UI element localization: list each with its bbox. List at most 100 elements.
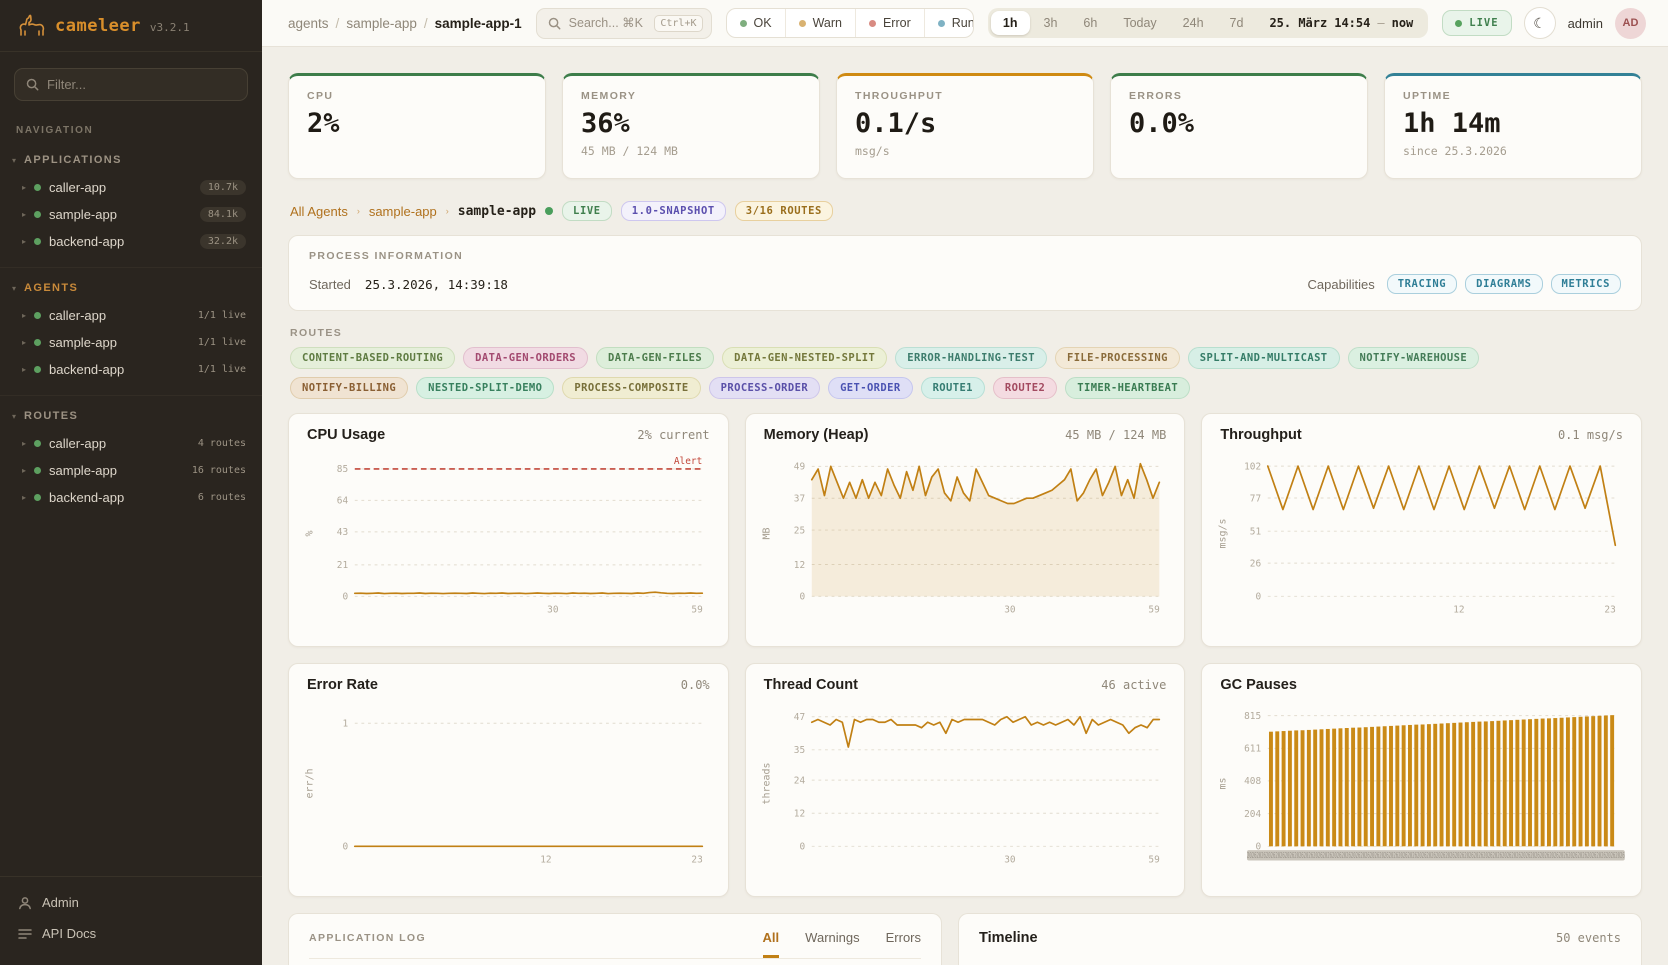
time-range-1h[interactable]: 1h [990, 11, 1030, 35]
svg-text:204: 204 [1244, 809, 1261, 820]
route-chip-process-order[interactable]: PROCESS-ORDER [708, 377, 821, 399]
route-chip-notify-warehouse[interactable]: NOTIFY-WAREHOUSE [1347, 347, 1480, 369]
sidebar-item-badge: 4 routes [197, 438, 246, 449]
chart-card-throughput: Throughput 0.1 msg/s msg/s 0 26 51 77 102 12 23 [1201, 413, 1642, 647]
breadcrumb-agents[interactable]: agents [288, 15, 329, 31]
capabilities-label: Capabilities [1307, 276, 1375, 292]
sidebar-section-header-routes[interactable]: ▾ ROUTES [0, 406, 262, 430]
y-axis-label: MB [760, 449, 774, 617]
agent-crumb-link[interactable]: All Agents [290, 203, 348, 219]
route-chip-data-gen-nested-split[interactable]: DATA-GEN-NESTED-SPLIT [722, 347, 888, 369]
chevron-right-icon: ▸ [22, 210, 27, 219]
svg-text:77: 77 [1250, 493, 1261, 504]
y-axis-label: threads [760, 699, 774, 867]
log-tab-all[interactable]: All [762, 930, 780, 958]
y-axis-label-text: err/h [304, 767, 316, 799]
chevron-right-icon: ▸ [22, 466, 27, 475]
capability-chips: TRACING DIAGRAMS METRICS [1386, 274, 1621, 294]
metric-card-throughput: THROUGHPUT 0.1/s msg/s [836, 73, 1094, 179]
sidebar-section-header-agents[interactable]: ▾ AGENTS [0, 278, 262, 302]
sidebar-section-header-applications[interactable]: ▾ APPLICATIONS [0, 150, 262, 174]
route-chip-get-order[interactable]: GET-ORDER [828, 377, 913, 399]
metric-label: THROUGHPUT [855, 90, 944, 102]
live-badge[interactable]: LIVE [1442, 10, 1512, 36]
sidebar-filter [14, 68, 248, 101]
y-axis-label-text: msg/s [1217, 517, 1229, 549]
y-axis-label-text: threads [761, 761, 773, 805]
route-chip-nested-split-demo[interactable]: NESTED-SPLIT-DEMO [416, 377, 555, 399]
route-chip-content-based-routing[interactable]: CONTENT-BASED-ROUTING [290, 347, 456, 369]
route-chip-split-and-multicast[interactable]: SPLIT-AND-MULTICAST [1187, 347, 1340, 369]
chart-plot: 0 12 24 35 47 30 59 [793, 712, 1160, 865]
route-chip-data-gen-files[interactable]: DATA-GEN-FILES [595, 347, 715, 369]
route-chip-error-handling-test[interactable]: ERROR-HANDLING-TEST [895, 347, 1047, 369]
sidebar-footer-admin[interactable]: Admin [16, 887, 246, 918]
route-chip-route1[interactable]: ROUTE1 [920, 377, 985, 399]
sidebar-item-caller-app[interactable]: ▸ caller-app 4 routes [0, 430, 262, 457]
sidebar-footer-api-docs[interactable]: API Docs [16, 918, 246, 949]
sidebar-item-sample-app[interactable]: ▸ sample-app 84.1k [0, 201, 262, 228]
sidebar-item-sample-app[interactable]: ▸ sample-app 1/1 live [0, 329, 262, 356]
time-range-3h[interactable]: 3h [1043, 16, 1058, 30]
time-range-today[interactable]: Today [1123, 16, 1157, 30]
dark-mode-toggle[interactable]: ☾ [1523, 7, 1556, 39]
svg-text:30: 30 [1004, 604, 1016, 615]
log-tab-errors[interactable]: Errors [885, 930, 921, 945]
sidebar-section-agents: ▾ AGENTS ▸ caller-app 1/1 live ▸ sample-app 1/1… [0, 268, 262, 396]
chevron-right-icon: ▸ [22, 183, 27, 192]
timeline-panel: Timeline 50 events [958, 913, 1642, 965]
route-chip-file-processing[interactable]: FILE-PROCESSING [1054, 347, 1180, 369]
time-range-24h[interactable]: 24h [1182, 16, 1204, 30]
svg-text:102: 102 [1244, 461, 1261, 472]
y-axis-label: % [303, 449, 317, 617]
svg-text:12: 12 [540, 854, 551, 865]
chevron-right-icon: ▸ [22, 237, 27, 246]
sidebar-item-backend-app[interactable]: ▸ backend-app 6 routes [0, 484, 262, 511]
status-filter-warn[interactable]: Warn [786, 9, 856, 37]
route-chip-timer-heartbeat[interactable]: TIMER-HEARTBEAT [1065, 377, 1191, 399]
status-filter-error[interactable]: Error [856, 9, 925, 37]
breadcrumb-sample-app[interactable]: sample-app [346, 15, 417, 31]
route-chip-process-composite[interactable]: PROCESS-COMPOSITE [562, 377, 701, 399]
time-range-7d[interactable]: 7d [1229, 16, 1244, 30]
status-filter-ok[interactable]: OK [727, 9, 786, 37]
avatar[interactable]: AD [1615, 7, 1646, 39]
sidebar-item-caller-app[interactable]: ▸ caller-app 10.7k [0, 174, 262, 201]
chart-body: % 0 21 43 64 85 30 59 Alert [303, 449, 714, 617]
agent-crumb-link[interactable]: sample-app [368, 203, 437, 219]
chart-current-value: 45 MB / 124 MB [1065, 428, 1167, 442]
svg-text:51: 51 [1250, 527, 1262, 538]
route-chips: CONTENT-BASED-ROUTING DATA-GEN-ORDERS DATA… [290, 347, 1550, 399]
global-search: Ctrl+K [535, 7, 712, 39]
chart-title: Throughput [1220, 427, 1302, 443]
search-input[interactable] [568, 16, 647, 30]
sidebar-item-sample-app[interactable]: ▸ sample-app 16 routes [0, 457, 262, 484]
svg-text:59: 59 [691, 604, 703, 615]
date-start: 25. März [1269, 16, 1328, 30]
route-chip-notify-billing[interactable]: NOTIFY-BILLING [290, 377, 409, 399]
sidebar-item-label: backend-app [49, 490, 125, 505]
status-dot-icon [34, 339, 42, 346]
chart-header: Error Rate 0.0% [303, 677, 714, 699]
route-chip-data-gen-orders[interactable]: DATA-GEN-ORDERS [463, 347, 588, 369]
capability-chip-tracing: TRACING [1386, 274, 1458, 294]
sidebar-item-caller-app[interactable]: ▸ caller-app 1/1 live [0, 302, 262, 329]
status-filter-running[interactable]: Running [925, 9, 973, 37]
time-range-6h[interactable]: 6h [1083, 16, 1098, 30]
route-chip-route2[interactable]: ROUTE2 [992, 377, 1058, 399]
agent-current-name: sample-app [457, 203, 537, 219]
chevron-down-icon: ▾ [12, 411, 17, 421]
log-tab-warnings[interactable]: Warnings [805, 930, 860, 945]
svg-text:1: 1 [342, 719, 348, 730]
sidebar: cameleer v3.2.1 NAVIGATION ▾ APPLICATIONS… [0, 0, 262, 965]
date-range-control[interactable]: 25. März 14:54 – now [1257, 16, 1425, 30]
metric-label: UPTIME [1403, 90, 1452, 102]
sidebar-item-backend-app[interactable]: ▸ backend-app 1/1 live [0, 356, 262, 383]
app-logo[interactable]: cameleer v3.2.1 [0, 0, 262, 52]
sidebar-item-backend-app[interactable]: ▸ backend-app 32.2k [0, 228, 262, 255]
breadcrumb: agents / sample-app / sample-app-1 [288, 16, 522, 31]
svg-text:30: 30 [1004, 854, 1016, 865]
status-dot-icon [34, 238, 42, 245]
filter-input[interactable] [47, 77, 236, 92]
